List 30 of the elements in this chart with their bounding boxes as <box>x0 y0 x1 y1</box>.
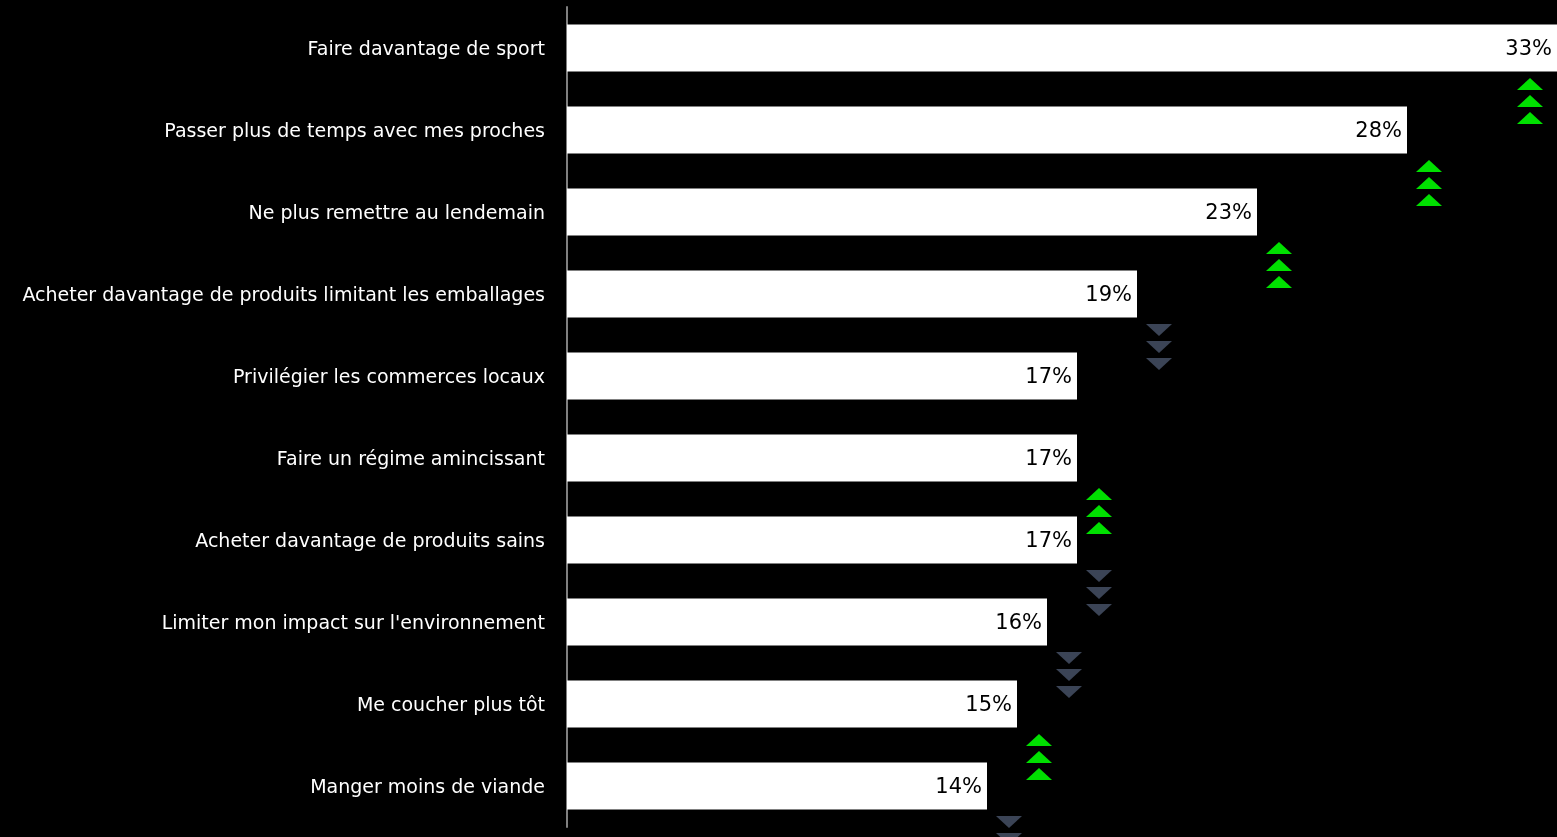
data-label: 16% <box>995 610 1042 634</box>
y-tick-label: Manger moins de viande <box>310 775 545 797</box>
bar <box>567 516 1077 564</box>
data-label: 15% <box>965 692 1012 716</box>
data-label: 33% <box>1505 36 1552 60</box>
bar <box>567 598 1047 646</box>
data-label: 17% <box>1025 528 1072 552</box>
bar <box>567 434 1077 482</box>
data-label: 23% <box>1205 200 1252 224</box>
bar <box>567 270 1137 318</box>
y-tick-label: Acheter davantage de produits limitant les emballages <box>22 283 545 305</box>
bar <box>567 24 1557 72</box>
y-tick-label: Limiter mon impact sur l'environnement <box>161 611 545 633</box>
bar <box>567 762 987 810</box>
data-label: 17% <box>1025 446 1072 470</box>
data-label: 14% <box>935 774 982 798</box>
bar <box>567 188 1257 236</box>
data-label: 28% <box>1355 118 1402 142</box>
y-tick-label: Privilégier les commerces locaux <box>232 365 545 387</box>
data-label: 19% <box>1085 282 1132 306</box>
y-tick-label: Faire davantage de sport <box>307 37 545 59</box>
bar <box>567 680 1017 728</box>
y-tick-label: Passer plus de temps avec mes proches <box>164 119 545 141</box>
y-tick-label: Ne plus remettre au lendemain <box>248 201 545 223</box>
bar <box>567 106 1407 154</box>
data-label: 17% <box>1025 364 1072 388</box>
y-tick-label: Acheter davantage de produits sains <box>195 529 545 551</box>
y-tick-label: Faire un régime amincissant <box>276 447 545 469</box>
bar <box>567 352 1077 400</box>
y-tick-label: Me coucher plus tôt <box>356 693 545 715</box>
